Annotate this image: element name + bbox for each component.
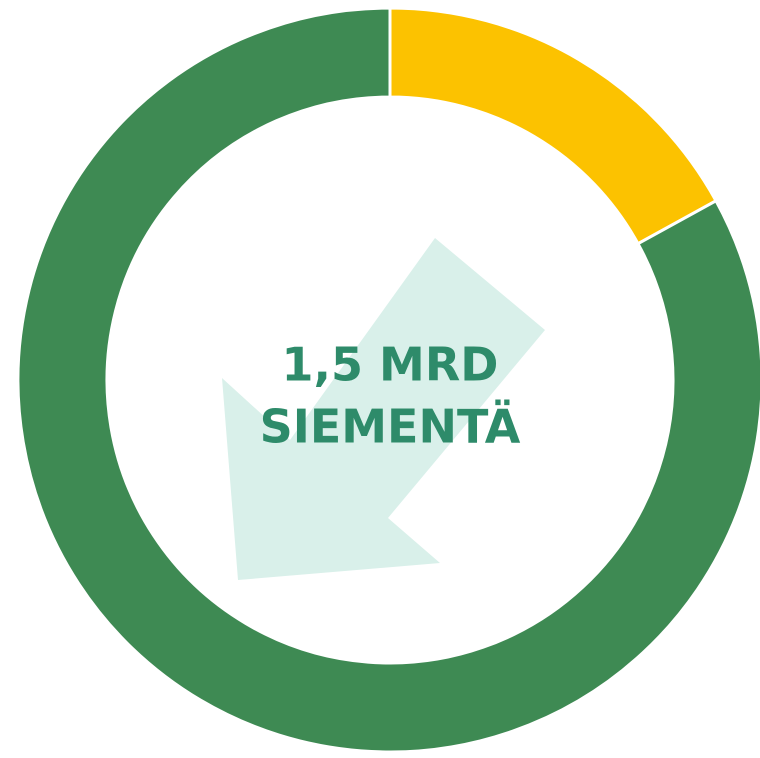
- segments: [16, 6, 760, 754]
- center-text: SIEMENTÄ: [260, 400, 521, 454]
- center-text: 1,5 MRD: [282, 338, 499, 392]
- donut-segment: [16, 6, 760, 754]
- donut-segment: [388, 6, 719, 246]
- arrow-decoration: [222, 238, 545, 580]
